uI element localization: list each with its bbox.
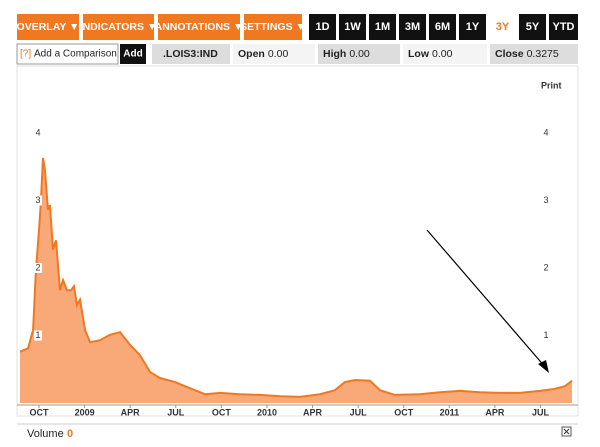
volume-label: Volume [27, 428, 64, 440]
x-tick-label: APR [485, 407, 505, 417]
close-icon [563, 428, 570, 435]
help-link[interactable]: [?] [20, 49, 31, 60]
add-label: Add [123, 49, 142, 60]
quote-value: 0.00 [349, 48, 370, 60]
symbol-box [152, 44, 230, 64]
menu-button[interactable] [17, 14, 79, 40]
range-label: 3Y [496, 21, 510, 33]
menu-label: INDICATORS ▼ [80, 21, 158, 33]
x-tick-label: 2009 [75, 407, 95, 417]
menu-button[interactable] [158, 14, 240, 40]
menu-label: SETTINGS ▼ [240, 21, 306, 33]
quote-value: 0.00 [268, 48, 289, 60]
range-label: 1M [375, 21, 390, 33]
x-tick-label: 2010 [257, 407, 277, 417]
x-tick-label: OCT [394, 407, 414, 417]
menu-button[interactable] [244, 14, 302, 40]
y-tick-label: 2 [35, 262, 40, 272]
comparison-placeholder: Add a Comparison [34, 49, 117, 60]
quote-field [490, 44, 578, 64]
quote-label: Open [238, 48, 265, 60]
x-tick-label: JUL [350, 407, 368, 417]
quote-value: 0.00 [432, 48, 453, 60]
arrow-head [538, 360, 549, 373]
y-tick-box [542, 262, 550, 273]
menu-label: OVERLAY ▼ [17, 21, 80, 33]
annotation-arrow [426, 229, 547, 369]
print-link[interactable]: Print [541, 80, 562, 90]
range-button[interactable] [489, 14, 516, 40]
y-tick-label: 4 [543, 127, 548, 137]
menu-button[interactable] [83, 14, 154, 40]
range-label: 5Y [526, 21, 540, 33]
x-tick-label: 2011 [440, 407, 460, 417]
y-tick-label: 2 [543, 262, 548, 272]
quote-field [403, 44, 487, 64]
y-tick-box [34, 127, 42, 138]
range-button[interactable] [309, 14, 336, 40]
quote-value: 0.3275 [527, 48, 559, 60]
quote-label: Low [408, 48, 430, 60]
range-label: 1Y [466, 21, 480, 33]
comparison-input[interactable] [16, 43, 119, 65]
menu-label: ANNOTATIONS ▼ [155, 21, 244, 33]
range-button[interactable] [399, 14, 426, 40]
range-button[interactable] [549, 14, 578, 40]
x-tick-label: JUL [167, 407, 185, 417]
y-tick-box [542, 195, 550, 206]
range-button[interactable] [519, 14, 546, 40]
range-label: 1D [315, 21, 329, 33]
x-tick-label: JUL [532, 407, 550, 417]
range-label: 1W [344, 21, 361, 33]
add-button[interactable] [120, 44, 146, 64]
y-tick-box [34, 195, 42, 206]
range-button[interactable] [459, 14, 486, 40]
x-tick-label: OCT [29, 407, 49, 417]
x-tick-label: OCT [212, 407, 232, 417]
y-tick-label: 1 [543, 330, 548, 340]
symbol: .LOIS3:IND [163, 48, 218, 60]
y-tick-label: 3 [35, 195, 40, 205]
quote-field [233, 44, 315, 64]
range-button[interactable] [369, 14, 396, 40]
range-label: 3M [405, 21, 420, 33]
y-tick-box [542, 330, 550, 341]
y-tick-box [542, 127, 550, 138]
y-tick-label: 4 [35, 127, 40, 137]
range-button[interactable] [429, 14, 456, 40]
y-tick-label: 1 [35, 330, 40, 340]
range-button[interactable] [339, 14, 366, 40]
volume-value: 0 [67, 428, 73, 440]
area [20, 157, 572, 403]
range-label: YTD [553, 21, 575, 33]
line [19, 157, 573, 398]
x-tick-label: APR [121, 407, 141, 417]
range-label: 6M [435, 21, 450, 33]
y-tick-box [34, 330, 42, 341]
y-tick-label: 3 [543, 195, 548, 205]
x-tick-label: APR [303, 407, 323, 417]
quote-label: Close [495, 48, 524, 60]
y-tick-box [34, 262, 42, 273]
quote-field [318, 44, 400, 64]
quote-label: High [323, 48, 346, 60]
